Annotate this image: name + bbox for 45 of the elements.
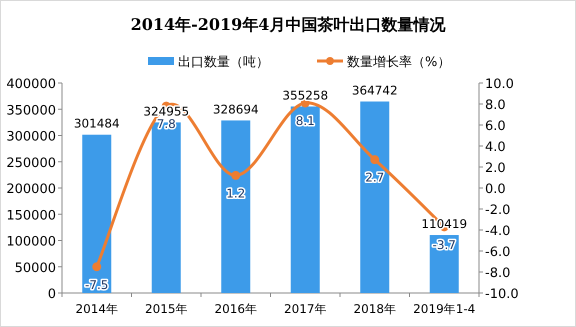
data-label: 301484: [74, 116, 120, 131]
data-label: 2.7: [365, 170, 384, 185]
data-label: -3.7: [432, 238, 456, 252]
legend-label: 出口数量（吨）: [178, 55, 269, 70]
bar: [360, 102, 390, 293]
data-label: 8.1: [296, 114, 315, 128]
y-tick-label: 250000: [6, 156, 56, 171]
y2-tick-label: -2.0: [485, 203, 510, 218]
x-tick-label: 2019年1-4: [413, 302, 476, 316]
y2-tick-label: 10.0: [485, 77, 514, 92]
y-tick-label: 0: [48, 287, 56, 302]
y2-tick-label: 6.0: [485, 119, 506, 134]
x-tick-label: 2014年: [75, 302, 118, 316]
data-label: 364742: [352, 84, 398, 98]
bar: [221, 120, 250, 293]
x-tick-label: 2016年: [214, 302, 258, 316]
bar: [82, 134, 112, 293]
y2-tick-label: 4.0: [485, 140, 506, 155]
y2-tick-label: -10.0: [485, 287, 519, 302]
x-tick-label: 2018年: [353, 302, 396, 316]
y-tick-label: 400000: [6, 77, 56, 92]
x-tick-label: 2015年: [144, 302, 188, 316]
data-label: 328694: [212, 102, 259, 116]
y-tick-label: 300000: [6, 130, 56, 144]
point: [231, 170, 240, 180]
y-tick-label: 100000: [6, 234, 56, 250]
legend-label: 数量增长率（%）: [347, 54, 450, 70]
y-tick-label: 150000: [6, 208, 56, 224]
y-tick-label: 50000: [14, 260, 56, 276]
chart-title: 2014年-2019年4月中国茶叶出口数量情况: [130, 15, 446, 34]
y-tick-label: 350000: [6, 103, 56, 118]
y2-tick-label: -6.0: [485, 245, 510, 260]
y2-tick-label: -8.0: [485, 266, 510, 281]
y2-tick-label: 0.0: [485, 182, 506, 197]
bar: [290, 106, 320, 293]
point: [92, 262, 102, 272]
data-label: 355258: [282, 88, 328, 102]
point: [370, 155, 380, 164]
y2-tick-label: 2.0: [485, 161, 506, 176]
y2-tick-label: 8.0: [485, 98, 506, 113]
data-label: -7.5: [85, 278, 108, 292]
y2-tick-label: -4.0: [485, 224, 510, 239]
y-tick-label: 200000: [6, 182, 56, 197]
data-label: 1.2: [226, 186, 246, 200]
x-tick-label: 2017年: [284, 302, 327, 316]
